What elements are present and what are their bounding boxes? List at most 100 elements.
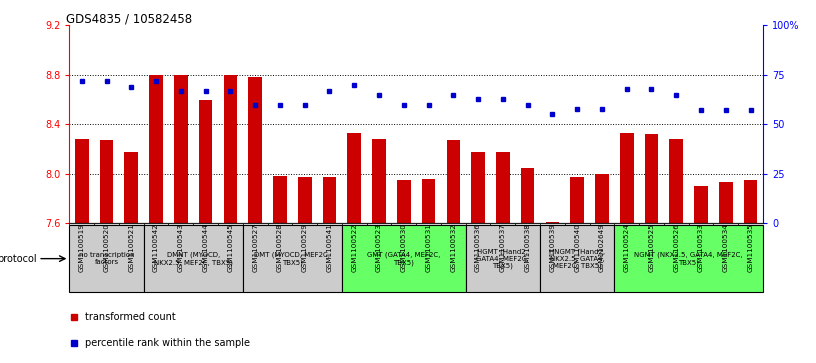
Bar	[466, 223, 490, 225]
Bar	[664, 223, 689, 225]
Bar	[243, 223, 268, 225]
Bar	[268, 223, 292, 225]
Bar	[174, 75, 188, 223]
Text: GSM1100522: GSM1100522	[351, 223, 357, 272]
Bar	[366, 223, 392, 225]
Text: GSM1100538: GSM1100538	[525, 223, 530, 272]
Bar	[589, 223, 614, 225]
Bar	[620, 133, 633, 223]
Bar	[248, 77, 262, 223]
Bar	[69, 225, 144, 292]
Text: GSM1100524: GSM1100524	[623, 223, 630, 272]
Text: GSM1100535: GSM1100535	[747, 223, 753, 272]
Text: NGMT (NKX2.5, GATA4, MEF2C,
TBX5): NGMT (NKX2.5, GATA4, MEF2C, TBX5)	[634, 252, 743, 266]
Bar	[322, 178, 336, 223]
Bar	[372, 139, 386, 223]
Bar	[694, 186, 707, 223]
Text: GSM1100532: GSM1100532	[450, 223, 456, 272]
Bar	[466, 225, 540, 292]
Bar	[565, 223, 589, 225]
Text: GSM1100542: GSM1100542	[153, 223, 159, 272]
Bar	[342, 225, 466, 292]
Text: transformed count: transformed count	[85, 312, 175, 322]
Bar	[422, 179, 436, 223]
Bar	[397, 180, 410, 223]
Bar	[689, 223, 713, 225]
Bar	[119, 223, 144, 225]
Text: GSM1100537: GSM1100537	[500, 223, 506, 272]
Bar	[614, 223, 639, 225]
Text: GSM1100544: GSM1100544	[202, 223, 209, 272]
Bar	[472, 151, 485, 223]
Text: GSM1100536: GSM1100536	[475, 223, 481, 272]
Text: percentile rank within the sample: percentile rank within the sample	[85, 338, 250, 348]
Bar	[218, 223, 243, 225]
Text: DMT (MYOCD, MEF2C,
TBX5): DMT (MYOCD, MEF2C, TBX5)	[255, 252, 330, 266]
Bar	[645, 134, 659, 223]
Bar	[521, 168, 534, 223]
Bar	[94, 223, 119, 225]
Text: GSM1100539: GSM1100539	[549, 223, 556, 272]
Text: protocol: protocol	[0, 254, 38, 264]
Bar	[168, 223, 193, 225]
Bar	[441, 223, 466, 225]
Bar	[614, 225, 763, 292]
Text: GSM1100529: GSM1100529	[302, 223, 308, 272]
Bar	[144, 225, 243, 292]
Bar	[193, 223, 218, 225]
Text: GSM1100541: GSM1100541	[326, 223, 332, 272]
Bar	[75, 139, 89, 223]
Bar	[416, 223, 441, 225]
Bar	[446, 140, 460, 223]
Bar	[546, 222, 559, 223]
Bar	[199, 99, 212, 223]
Text: GSM1100527: GSM1100527	[252, 223, 258, 272]
Text: GSM1100526: GSM1100526	[673, 223, 679, 272]
Text: GSM1102649: GSM1102649	[599, 223, 605, 272]
Bar	[738, 223, 763, 225]
Bar	[719, 183, 733, 223]
Bar	[144, 223, 168, 225]
Text: GSM1100540: GSM1100540	[574, 223, 580, 272]
Text: GSM1100520: GSM1100520	[104, 223, 109, 272]
Bar	[639, 223, 664, 225]
Text: DMNT (MYOCD,
NKX2.5, MEF2C, TBX5): DMNT (MYOCD, NKX2.5, MEF2C, TBX5)	[153, 252, 233, 266]
Bar	[595, 174, 609, 223]
Text: HNGMT (Hand2,
NKX2.5, GATA4,
MEF2C, TBX5): HNGMT (Hand2, NKX2.5, GATA4, MEF2C, TBX5…	[549, 248, 605, 269]
Bar	[317, 223, 342, 225]
Bar	[392, 223, 416, 225]
Bar	[273, 176, 286, 223]
Text: GMT (GATA4, MEF2C,
TBX5): GMT (GATA4, MEF2C, TBX5)	[367, 252, 441, 266]
Bar	[669, 139, 683, 223]
Text: GSM1100525: GSM1100525	[649, 223, 654, 272]
Bar	[342, 223, 366, 225]
Text: GSM1100534: GSM1100534	[723, 223, 729, 272]
Text: GDS4835 / 10582458: GDS4835 / 10582458	[66, 12, 192, 25]
Bar	[540, 223, 565, 225]
Bar	[69, 223, 94, 225]
Text: GSM1100533: GSM1100533	[698, 223, 704, 272]
Bar	[540, 225, 614, 292]
Bar	[298, 178, 312, 223]
Text: no transcription
factors: no transcription factors	[78, 252, 135, 265]
Bar	[570, 178, 584, 223]
Bar	[100, 140, 113, 223]
Text: GSM1100519: GSM1100519	[79, 223, 85, 272]
Text: GSM1100530: GSM1100530	[401, 223, 406, 272]
Bar	[743, 180, 757, 223]
Bar	[490, 223, 515, 225]
Bar	[348, 133, 361, 223]
Bar	[515, 223, 540, 225]
Text: GSM1100528: GSM1100528	[277, 223, 283, 272]
Bar	[713, 223, 738, 225]
Text: HGMT (Hand2,
GATA4, MEF2C,
TBX5): HGMT (Hand2, GATA4, MEF2C, TBX5)	[477, 248, 530, 269]
Bar	[496, 151, 510, 223]
Text: GSM1100545: GSM1100545	[228, 223, 233, 272]
Bar	[243, 225, 342, 292]
Text: GSM1100521: GSM1100521	[128, 223, 135, 272]
Bar	[149, 75, 163, 223]
Text: GSM1100531: GSM1100531	[426, 223, 432, 272]
Bar	[224, 75, 237, 223]
Bar	[292, 223, 317, 225]
Bar	[125, 151, 138, 223]
